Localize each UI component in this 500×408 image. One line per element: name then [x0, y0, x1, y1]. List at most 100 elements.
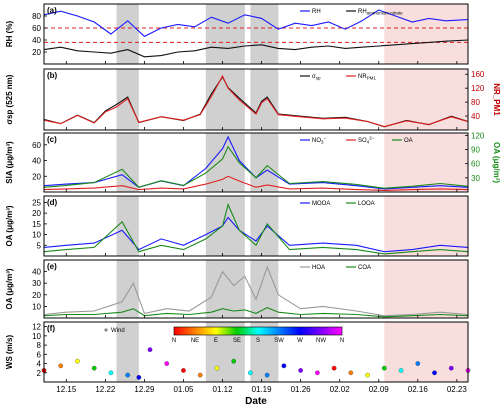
wind-direction-label: SE [233, 338, 241, 344]
series-line-coa [43, 306, 469, 318]
shaded-period [250, 196, 279, 256]
y2-tick-label: 160 [471, 70, 485, 79]
wind-speed-point [75, 358, 80, 364]
x-tick-label: 02.16 [408, 385, 429, 394]
y-tick-label: 20 [32, 48, 41, 57]
y2-tick-label: 80 [471, 98, 480, 107]
y-tick-label: 60 [32, 24, 41, 33]
series-line-nrpm1 [43, 74, 469, 128]
wind-speed-point [108, 370, 114, 376]
wind-direction-label: NE [191, 338, 199, 344]
panel-c: (c) 20 40 60 30 60 90 120 OA (μg/m³) SIA (μg/m³) N… [5, 131, 500, 193]
wind-speed-point [348, 370, 354, 376]
x-tick-label: 01.12 [213, 385, 234, 394]
series-line-rh [43, 39, 469, 58]
x-tick-label: 12.22 [95, 385, 116, 394]
legend-entry: HOA [312, 265, 325, 271]
y2-tick-label: 40 [471, 112, 480, 121]
wind-speed-point [315, 370, 320, 376]
y-tick-label: 40 [32, 36, 41, 45]
wind-speed-point [136, 375, 142, 380]
shaded-period [205, 196, 245, 256]
wind-legend-marker [104, 328, 108, 332]
y-tick-label: 8 [37, 341, 42, 350]
panel-a: (a) 20 40 60 80 RH (%) RH RHammonium nitrate [5, 3, 469, 65]
series-line-so4 [43, 175, 469, 191]
panel-frame [43, 195, 469, 257]
y-tick-label: 10 [32, 332, 41, 341]
panel-frame [43, 3, 469, 65]
panel-frame [43, 321, 469, 383]
shaded-period [384, 322, 468, 382]
x-tick-label: 02.23 [447, 385, 468, 394]
y-tick-label: 15 [32, 220, 41, 229]
shaded-period [205, 260, 245, 318]
wind-speed-point [415, 361, 421, 366]
shaded-period [116, 260, 139, 318]
panel-label: (a) [47, 6, 57, 15]
panel-label: (c) [47, 135, 57, 144]
y-tick-label: 25 [32, 198, 41, 207]
legend-entry: NO3− [312, 136, 327, 145]
wind-speed-point [147, 347, 153, 353]
wind-speed-point [231, 358, 237, 364]
wind-speed-point [125, 372, 131, 378]
legend-entry: SO42− [358, 136, 375, 145]
x-tick-label: 02.02 [330, 385, 351, 394]
y-tick-label: 40 [32, 268, 41, 277]
shaded-period [116, 133, 139, 192]
panel-label: (f) [47, 324, 55, 333]
wind-speed-point [365, 372, 370, 378]
wind-speed-point [248, 370, 253, 376]
wind-speed-point [398, 368, 404, 373]
shaded-period [384, 133, 468, 192]
y-axis-label: WS (m/s) [5, 335, 14, 370]
wind-direction-label: W [297, 338, 303, 344]
y2-tick-label: 30 [471, 174, 480, 183]
y2-tick-label: 60 [471, 160, 480, 169]
y-tick-label: 60 [32, 141, 41, 150]
y2-axis-label: OA (μg/m³) [492, 142, 500, 183]
series-line-looa [43, 202, 469, 255]
shaded-period [384, 4, 468, 64]
panel-frame [43, 132, 469, 193]
x-tick-label: 02.09 [369, 385, 390, 394]
y2-tick-label: 120 [471, 84, 485, 93]
legend-entry: OA [404, 138, 413, 144]
y-tick-label: 4 [37, 360, 42, 369]
wind-direction-label: SW [274, 338, 284, 344]
y-axis-label: OA (μg/m³) [5, 205, 14, 246]
wind-speed-point [181, 368, 186, 373]
wind-speed-point [264, 372, 270, 378]
x-axis-label: Date [245, 396, 267, 407]
y-tick-label: 40 [32, 157, 41, 166]
wind-colorbar [173, 326, 343, 336]
y-tick-label: 2 [37, 369, 42, 378]
legend-entry: RH [312, 9, 321, 15]
y2-axis-label: NR_PM1 [492, 83, 500, 116]
shaded-period [205, 4, 245, 64]
wind-direction-label: N [172, 338, 176, 344]
shaded-period [116, 196, 139, 256]
wind-legend-label: Wind [111, 328, 125, 334]
y-tick-label: 10 [32, 302, 41, 311]
y-tick-label: 80 [32, 12, 41, 21]
y2-tick-label: 90 [471, 146, 480, 155]
panel-frame [43, 68, 469, 131]
legend-entry: RHammonium nitrate [358, 9, 403, 16]
wind-speed-point [58, 363, 64, 369]
wind-speed-point [331, 365, 337, 371]
wind-speed-point [91, 365, 97, 371]
y-tick-label: 12 [32, 323, 41, 332]
y-axis-label: OA (μg/m³) [5, 268, 14, 309]
wind-speed-point [298, 368, 303, 373]
wind-speed-point [197, 372, 203, 378]
shaded-period [116, 322, 139, 382]
wind-direction-label: S [256, 338, 260, 344]
x-tick-label: 12.15 [56, 385, 77, 394]
x-tick-label: 01.05 [173, 385, 194, 394]
y-tick-label: 20 [32, 291, 41, 300]
panel-e: (e) 10 20 30 40 OA (μg/m³) HOA COA [5, 259, 469, 319]
series-line-mooa [43, 216, 469, 253]
